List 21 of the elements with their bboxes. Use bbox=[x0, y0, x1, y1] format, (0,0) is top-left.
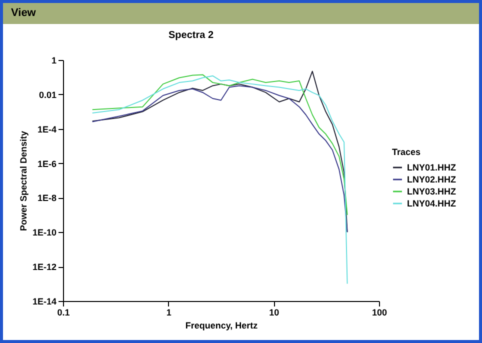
y-tick-label: 1E-10 bbox=[32, 228, 56, 238]
y-axis-title: Power Spectral Density bbox=[18, 130, 28, 232]
legend-label: LNY04.HHZ bbox=[407, 198, 457, 208]
y-tick-label: 1E-8 bbox=[37, 193, 56, 204]
x-tick-label: 10 bbox=[269, 308, 280, 318]
x-tick-label: 1 bbox=[166, 308, 172, 318]
x-tick-label: 100 bbox=[372, 308, 388, 318]
legend-title: Traces bbox=[392, 147, 421, 157]
y-tick-label: 1E-12 bbox=[32, 262, 56, 272]
text: View bbox=[3, 3, 479, 24]
y-tick-label: 1 bbox=[51, 56, 56, 66]
legend-label: LNY03.HHZ bbox=[407, 186, 457, 196]
x-tick-label: 0.1 bbox=[57, 308, 70, 318]
legend-label: LNY02.HHZ bbox=[407, 174, 457, 184]
legend-label: LNY01.HHZ bbox=[407, 162, 457, 172]
y-tick-label: 1E-4 bbox=[37, 124, 56, 134]
y-tick-label: 1E-6 bbox=[37, 158, 56, 169]
y-tick-label: 0.01 bbox=[38, 90, 56, 100]
x-axis-title: Frequency, Hertz bbox=[185, 320, 258, 330]
y-tick-label: 1E-14 bbox=[32, 296, 56, 306]
chart-title: Spectra 2 bbox=[168, 30, 214, 41]
